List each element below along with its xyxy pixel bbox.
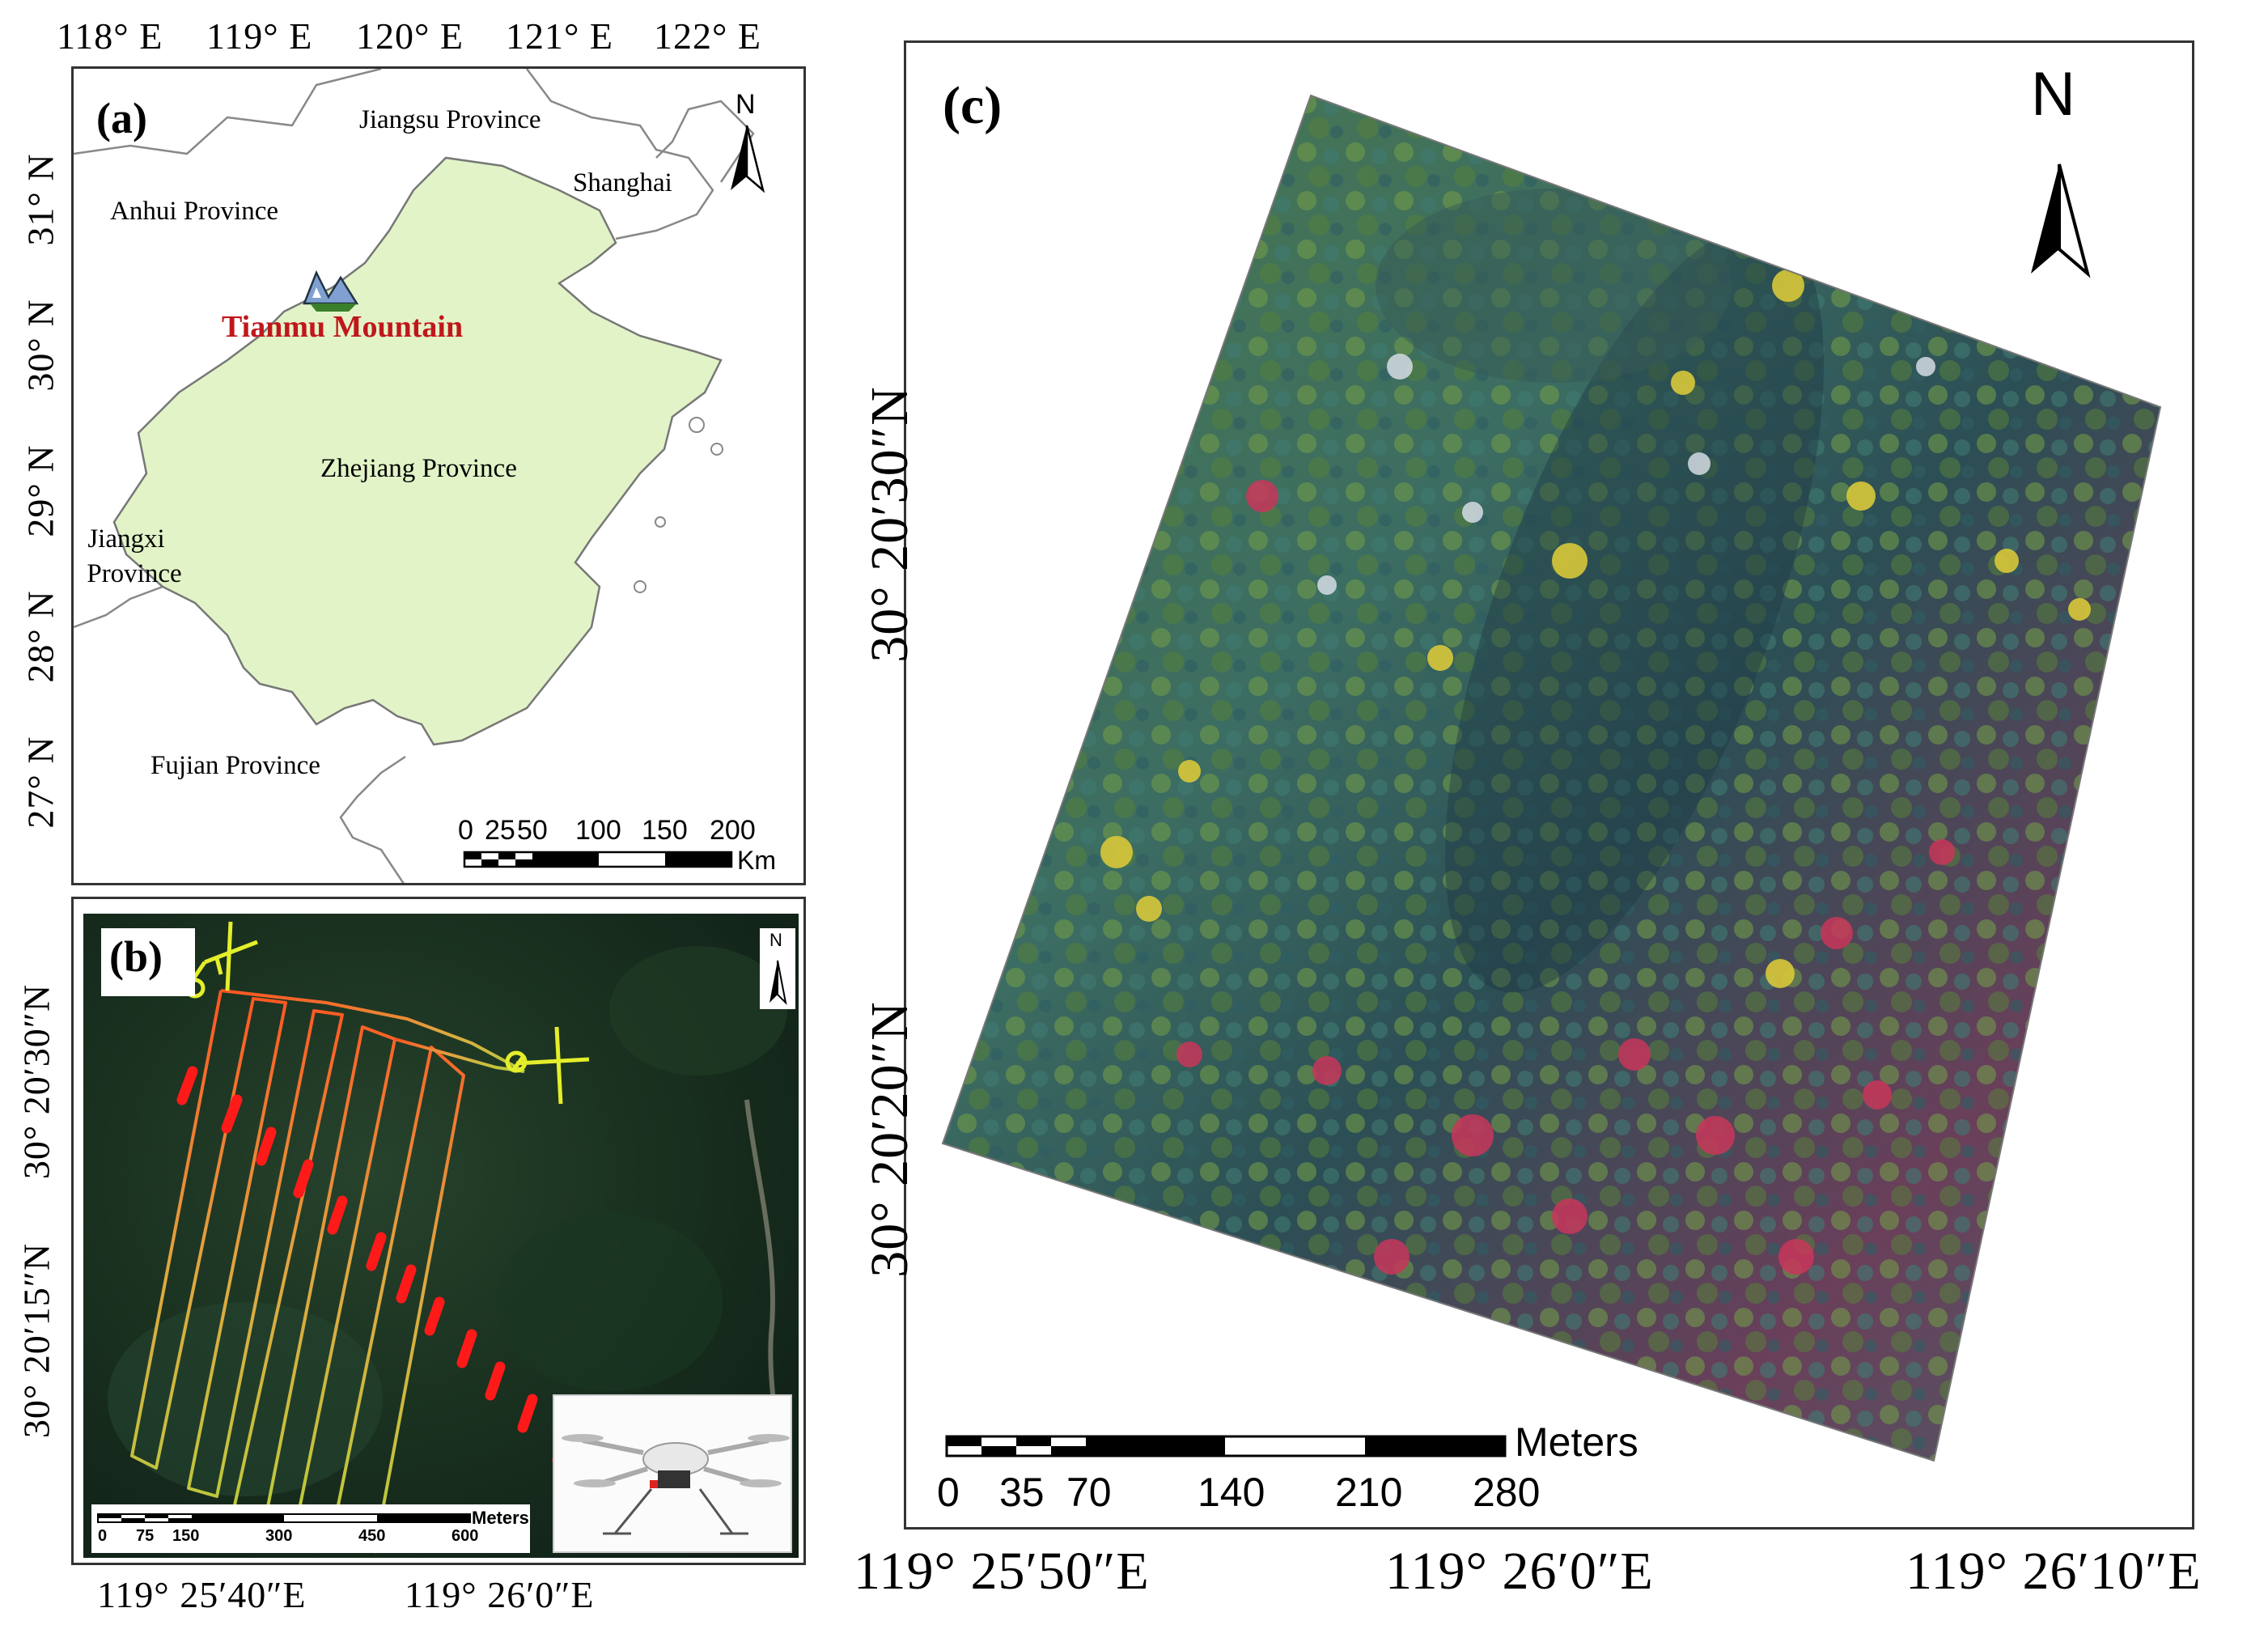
panel-b-scale-450: 450 bbox=[358, 1527, 386, 1545]
island-2 bbox=[710, 443, 723, 456]
panel-b-north-box: N bbox=[760, 928, 795, 1009]
panel-c-north-label: N bbox=[2031, 60, 2075, 129]
anhui-label: Anhui Province bbox=[110, 197, 279, 226]
panel-a-scale-unit: Km bbox=[737, 846, 776, 875]
panel-c-scale-140: 140 bbox=[1198, 1470, 1265, 1515]
panel-a-scale-50: 50 bbox=[517, 815, 548, 846]
panel-c-scale-bar bbox=[945, 1435, 1507, 1457]
aircraft-icon-start bbox=[184, 921, 258, 999]
panel-c-lat-label-1: 30° 20′30″N bbox=[860, 386, 919, 663]
panel-b-flight-routes bbox=[108, 921, 787, 1554]
panel-c-scale-70: 70 bbox=[1066, 1470, 1112, 1515]
zhejiang-label: Zhejiang Province bbox=[320, 454, 517, 483]
panel-a-map: (a) Jiangsu Province Shanghai Anhui Prov… bbox=[71, 66, 806, 885]
panel-b-scale-600: 600 bbox=[451, 1527, 479, 1545]
panel-b-north-label: N bbox=[769, 930, 782, 950]
jiangxi-border bbox=[74, 585, 163, 629]
panel-a-scale-bar bbox=[463, 851, 733, 868]
panel-b-north-arrow-icon bbox=[769, 960, 787, 1006]
anhui-jiangsu-border bbox=[74, 69, 382, 155]
aircraft-icon-end bbox=[505, 1026, 590, 1105]
lat-label-31: 31° N bbox=[19, 153, 61, 246]
island-3 bbox=[655, 516, 666, 528]
panel-a-scale-200: 200 bbox=[710, 815, 756, 846]
lon-label-122: 122° E bbox=[654, 15, 761, 57]
panel-c-scale-280: 280 bbox=[1473, 1470, 1541, 1515]
panel-b-scale-0: 0 bbox=[98, 1527, 108, 1545]
panel-c-north-arrow-icon bbox=[2031, 163, 2091, 278]
panel-c-lon-label-3: 119° 26′10″E bbox=[1906, 1542, 2202, 1601]
panel-c-lon-label-2: 119° 26′0″E bbox=[1385, 1542, 1654, 1601]
island-4 bbox=[634, 580, 646, 593]
panel-b-scale-unit: Meters bbox=[472, 1508, 529, 1528]
panel-b-scale-bar bbox=[97, 1513, 471, 1523]
panel-b-label-box bbox=[101, 928, 195, 996]
panel-c-scale-210: 210 bbox=[1335, 1470, 1403, 1515]
lon-label-118: 118° E bbox=[57, 15, 163, 57]
panel-b-label: (b) bbox=[109, 932, 163, 981]
tianmu-mountain-label: Tianmu Mountain bbox=[222, 310, 464, 344]
panel-b-scale-75: 75 bbox=[136, 1527, 155, 1545]
canopy-texture bbox=[943, 95, 2160, 1461]
panel-a-scale-0: 0 bbox=[458, 815, 473, 846]
fujian-coast bbox=[339, 755, 406, 883]
lon-label-119: 119° E bbox=[206, 15, 313, 57]
jiangxi-label-line1: Jiangxi bbox=[87, 524, 165, 554]
jiangsu-coast bbox=[526, 69, 714, 240]
panel-c-orthomosaic bbox=[941, 94, 2162, 1462]
panel-c-label: (c) bbox=[943, 76, 1003, 135]
panel-b-scale-box: 0 75 150 300 450 600 Meters bbox=[91, 1504, 530, 1553]
panel-a-scale-150: 150 bbox=[642, 815, 688, 846]
panel-b-frame: (b) N bbox=[71, 897, 806, 1565]
panel-b-lon-label-1: 119° 25′40″E bbox=[97, 1574, 307, 1615]
panel-b-scale-300: 300 bbox=[265, 1527, 293, 1545]
drone-photo-inset bbox=[553, 1394, 792, 1553]
panel-b-scale-150: 150 bbox=[172, 1527, 200, 1545]
lon-label-120: 120° E bbox=[356, 15, 464, 57]
lat-label-29: 29° N bbox=[19, 444, 61, 537]
panel-a-scale-100: 100 bbox=[575, 815, 621, 846]
jiangsu-label: Jiangsu Province bbox=[359, 105, 541, 134]
lat-label-28: 28° N bbox=[19, 590, 61, 683]
panel-a-north-arrow-icon bbox=[731, 125, 765, 193]
shanghai-label: Shanghai bbox=[573, 168, 672, 197]
island-1 bbox=[689, 417, 705, 433]
fujian-label: Fujian Province bbox=[150, 751, 320, 780]
lat-label-30: 30° N bbox=[19, 299, 61, 392]
panel-c-scale-0: 0 bbox=[937, 1470, 960, 1515]
panel-a-scale-25: 25 bbox=[485, 815, 515, 846]
lon-label-121: 121° E bbox=[506, 15, 613, 57]
lat-label-27: 27° N bbox=[19, 736, 61, 829]
panel-b-lon-label-2: 119° 26′0″E bbox=[405, 1574, 595, 1615]
panel-c-scale-unit: Meters bbox=[1515, 1419, 1638, 1465]
panel-b-satellite-image: (b) N bbox=[83, 914, 799, 1558]
panel-a-label: (a) bbox=[96, 94, 147, 142]
mountain-icon bbox=[303, 269, 359, 312]
panel-a-north-label: N bbox=[736, 89, 756, 120]
panel-a-basemap bbox=[74, 69, 765, 883]
drone-icon bbox=[562, 1434, 790, 1535]
jiangxi-label-line2: Province bbox=[87, 559, 182, 588]
zhejiang-province-shape bbox=[112, 156, 723, 746]
panel-b-lat-label-2: 30° 20′15″N bbox=[15, 1242, 57, 1439]
panel-c-lon-label-1: 119° 25′50″E bbox=[854, 1542, 1150, 1601]
panel-c-lat-label-2: 30° 20′20″N bbox=[860, 1001, 919, 1278]
panel-c-scale-35: 35 bbox=[999, 1470, 1045, 1515]
panel-c-frame: (c) N 0 35 70 140 210 280 Meters bbox=[904, 40, 2194, 1530]
